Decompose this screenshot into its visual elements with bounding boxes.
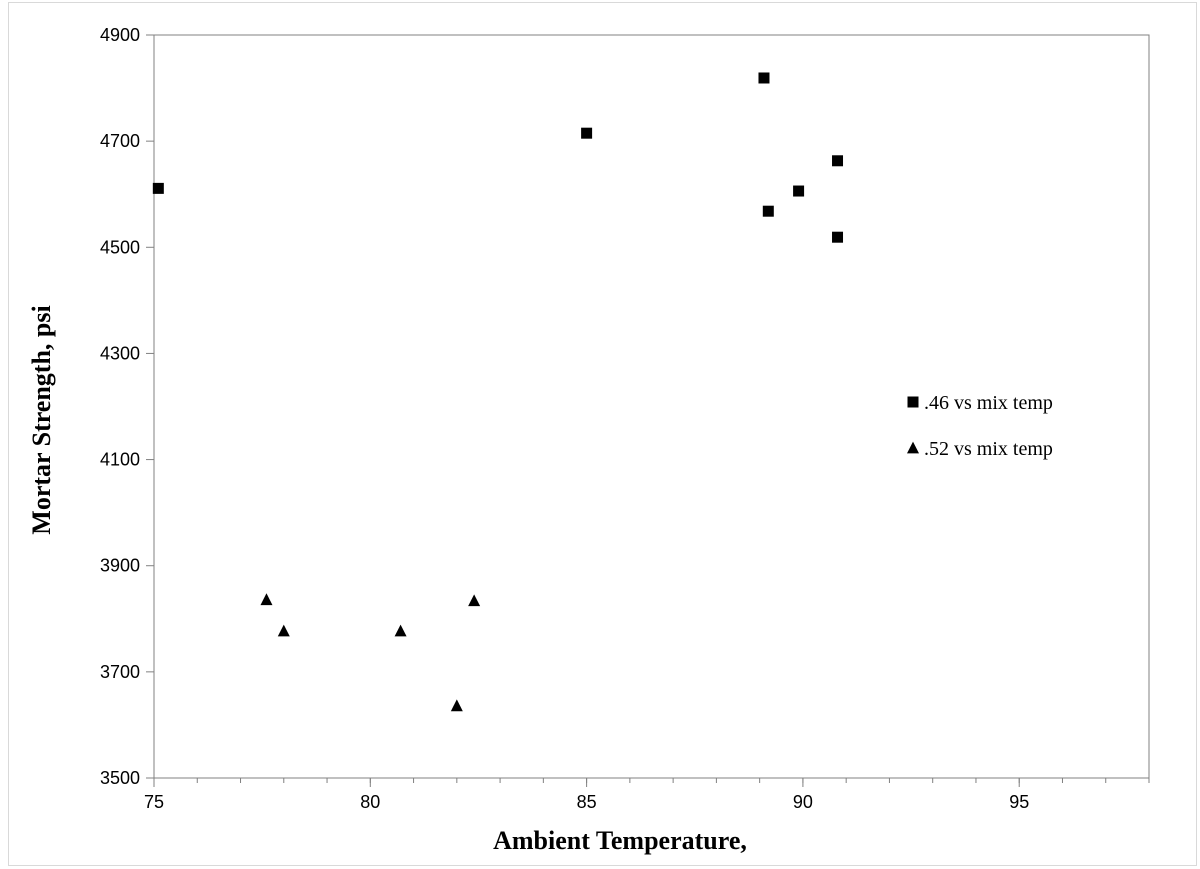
data-point-triangle (277, 624, 290, 637)
x-tick-label: 90 (793, 792, 813, 812)
y-axis-title: Mortar Strength, psi (27, 305, 56, 534)
y-axis: 3500 3700 3900 4100 4300 4500 4700 4900 (100, 25, 154, 788)
legend: .46 vs mix temp .52 vs mix temp (907, 392, 1053, 460)
data-point-triangle (468, 594, 481, 607)
data-point-square (152, 182, 164, 194)
data-point-square (581, 127, 593, 139)
y-tick-label: 3700 (100, 662, 140, 682)
legend-marker-square (907, 396, 919, 408)
y-tick-label: 3500 (100, 768, 140, 788)
x-tick-label: 80 (360, 792, 380, 812)
data-point-square (832, 231, 844, 243)
x-axis: 75 80 85 90 95 (144, 778, 1150, 812)
x-tick-label: 95 (1009, 792, 1029, 812)
y-tick-label: 4100 (100, 450, 140, 470)
y-tick-label: 4700 (100, 131, 140, 151)
y-tick-label: 3900 (100, 556, 140, 576)
data-point-square (758, 72, 770, 84)
data-point-square (832, 155, 844, 167)
data-point-triangle (450, 699, 463, 712)
y-tick-label: 4300 (100, 343, 140, 363)
data-points (152, 72, 844, 712)
legend-label: .52 vs mix temp (924, 438, 1053, 460)
legend-label: .46 vs mix temp (924, 392, 1053, 414)
plot-area (153, 34, 1150, 779)
y-tick-label: 4900 (100, 25, 140, 45)
data-point-triangle (394, 624, 407, 637)
data-point-square (793, 185, 805, 197)
x-tick-label: 75 (144, 792, 164, 812)
data-point-triangle (260, 593, 273, 606)
data-point-square (762, 205, 774, 217)
y-tick-label: 4500 (100, 237, 140, 257)
x-axis-title: Ambient Temperature, (493, 826, 747, 855)
x-tick-label: 85 (577, 792, 597, 812)
legend-marker-triangle (907, 441, 919, 454)
